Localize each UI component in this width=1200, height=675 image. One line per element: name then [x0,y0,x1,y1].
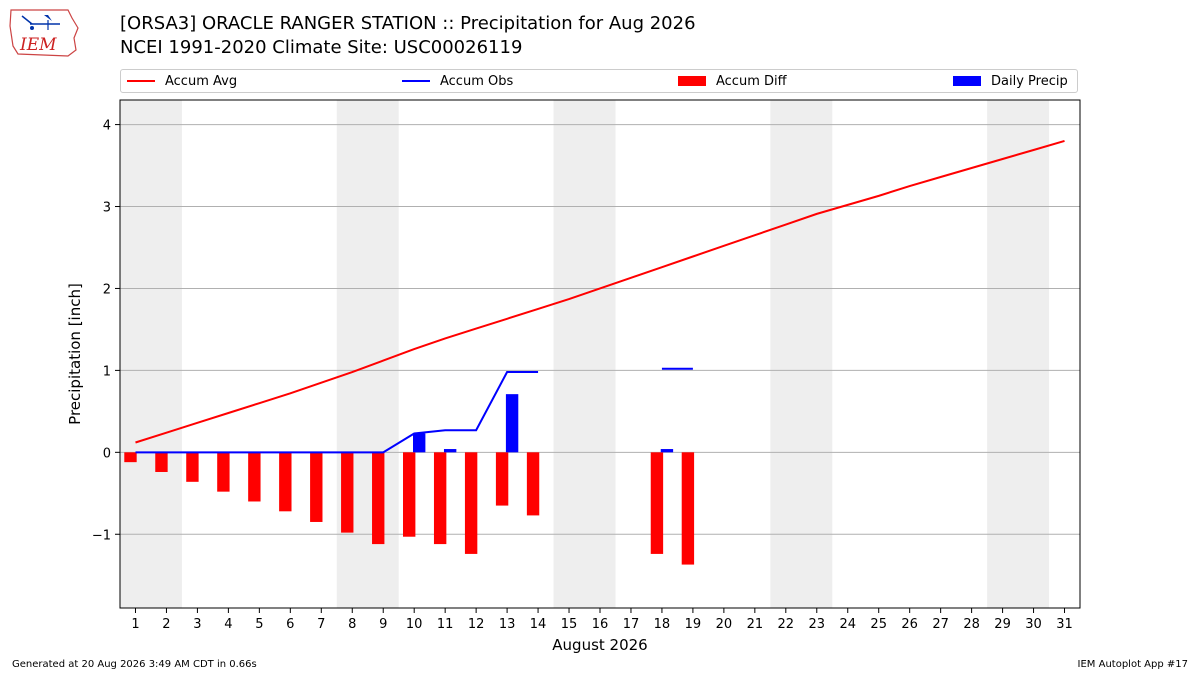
legend-item-accum-avg: Accum Avg [127,74,237,89]
weekend-band [120,100,182,608]
legend-label-accum-diff: Accum Diff [716,73,787,89]
legend-swatch-accum-avg [127,80,155,82]
x-tick-label: 16 [592,617,609,632]
x-tick-label: 2 [162,617,170,632]
chart-title: [ORSA3] ORACLE RANGER STATION :: Precipi… [120,13,696,34]
x-tick-label: 18 [654,617,671,632]
accum-diff-bar [372,452,385,545]
daily-precip-bar [660,449,674,453]
x-tick-label: 19 [685,617,702,632]
accum-diff-bar [124,452,137,463]
accum-diff-bar [279,452,292,512]
accum-diff-bar [310,452,323,522]
accum-diff-bar [464,452,478,554]
x-tick-label: 17 [623,617,640,632]
daily-precip-bar [443,449,457,453]
footer-generated: Generated at 20 Aug 2026 3:49 AM CDT in … [12,659,257,670]
weekend-band [987,100,1050,608]
legend-item-accum-obs: Accum Obs [402,74,513,89]
legend: Accum Avg Accum Obs Accum Diff Daily Pre… [120,69,1078,93]
legend-label-daily-precip: Daily Precip [991,73,1068,89]
y-axis-label: Precipitation [inch] [66,283,84,425]
daily-precip-bar [413,433,426,453]
x-tick-label: 26 [901,617,918,632]
x-tick-label: 3 [193,617,201,632]
x-tick-label: 21 [747,617,764,632]
x-tick-label: 5 [255,617,263,632]
chart-subtitle: NCEI 1991-2020 Climate Site: USC00026119 [120,37,523,58]
x-tick-label: 23 [809,617,826,632]
y-tick-label: −1 [92,528,111,543]
accum-obs-line [135,371,539,454]
x-tick-label: 11 [437,617,454,632]
legend-label-accum-avg: Accum Avg [165,73,238,89]
x-tick-label: 22 [778,617,795,632]
accum-diff-bar [650,452,664,554]
y-axis: −1 0 1 2 3 4 [92,119,120,543]
accum-diff-bar [681,452,695,565]
x-tick-label: 10 [406,617,423,632]
x-tick-label: 13 [499,617,516,632]
x-tick-label: 28 [963,617,980,632]
accum-diff-bar [341,452,354,533]
x-tick-label: 24 [839,617,856,632]
weekend-band [553,100,616,608]
x-tick-label: 15 [561,617,578,632]
accum-avg-line [135,140,1065,444]
legend-item-accum-diff: Accum Diff [678,74,787,89]
logo-text: IEM [19,35,57,55]
x-tick-label: 29 [994,617,1011,632]
legend-label-accum-obs: Accum Obs [440,73,514,89]
iowa-map-icon: IEM [9,9,79,57]
accum-diff-bar [433,452,447,545]
x-tick-label: 31 [1056,617,1073,632]
iem-logo: IEM [8,6,80,58]
legend-swatch-daily-precip [953,76,981,86]
weekend-band [770,100,833,608]
accum-diff-bar [403,452,416,537]
y-tick-label: 1 [103,364,111,379]
daily-precip-bar [505,394,519,453]
x-tick-label: 27 [932,617,949,632]
y-tick-label: 2 [103,282,111,297]
x-tick-label: 4 [224,617,232,632]
accum-diff-bars [124,452,695,565]
x-tick-label: 25 [870,617,887,632]
accum-diff-bar [217,452,230,492]
legend-item-daily-precip: Daily Precip [953,74,1068,89]
x-tick-label: 30 [1025,617,1042,632]
legend-swatch-accum-diff [678,76,706,86]
x-tick-label: 6 [286,617,294,632]
accum-diff-bar [155,452,168,472]
footer-app: IEM Autoplot App #17 [1077,659,1188,670]
legend-swatch-accum-obs [402,80,430,82]
x-axis-label: August 2026 [552,636,647,654]
x-tick-label: 9 [379,617,387,632]
y-tick-label: 0 [103,446,111,461]
daily-precip-bars [413,394,674,453]
x-axis: 1 2 3 4 5 6 7 8 9 10 11 12 13 14 15 16 17 18 19 20 21 22 23 24 2… [131,608,1073,632]
accum-diff-bar [186,452,199,482]
x-tick-label: 8 [348,617,356,632]
accum-diff-bar [495,452,509,506]
y-tick-label: 3 [103,201,111,216]
x-tick-label: 14 [530,617,547,632]
weekend-bands [120,100,1050,608]
x-tick-label: 12 [468,617,485,632]
accum-diff-bar [248,452,261,502]
x-tick-label: 7 [317,617,325,632]
accum-lines [135,140,1065,454]
x-tick-label: 1 [131,617,139,632]
x-tick-label: 20 [716,617,733,632]
y-tick-label: 4 [103,119,111,134]
accum-diff-bar [526,452,540,516]
